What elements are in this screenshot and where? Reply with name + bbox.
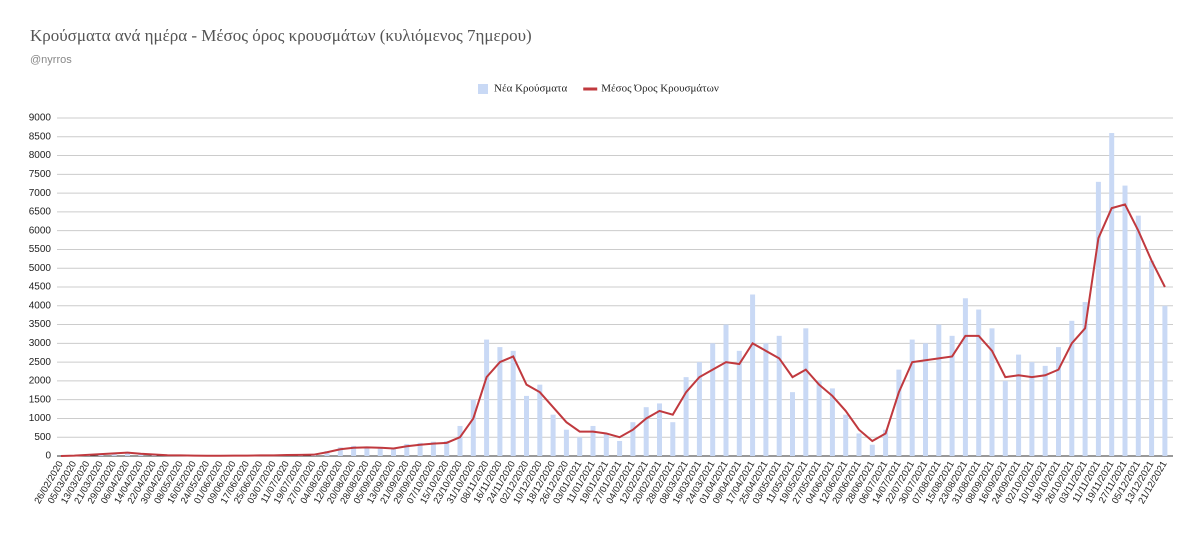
bar [550,414,556,456]
bar [736,350,742,456]
bar [537,384,543,456]
y-tick-label: 7000 [29,188,52,199]
bar [923,343,928,456]
bar [1056,347,1061,456]
bar [457,425,463,456]
y-tick-label: 4500 [29,282,52,293]
y-tick-label: 8500 [29,131,52,142]
bar [896,369,902,456]
chart-subtitle: @nyrros [30,54,72,66]
y-tick-label: 4000 [29,300,52,311]
bar [909,339,915,456]
y-tick-label: 6500 [29,207,52,218]
bar [337,447,343,456]
bar [843,414,849,456]
legend-label: Μέσος Όρος Κρουσμάτων [601,83,719,95]
bar [590,425,596,456]
legend-swatch [478,84,488,94]
bar [324,451,330,456]
bar [577,437,583,456]
bar [364,446,370,456]
bar [643,407,649,456]
bar [1029,362,1035,456]
bar [829,388,835,456]
legend: Νέα Κρούσματα Μέσος Όρος Κρουσμάτων [478,83,719,95]
chart-title: Κρούσματα ανά ημέρα - Μέσος όρος κρουσμά… [30,26,532,45]
bar [1002,380,1008,456]
bar [710,343,716,456]
bar [803,328,809,456]
legend-label: Νέα Κρούσματα [494,83,567,95]
y-tick-label: 6000 [29,225,52,236]
bar [404,443,410,456]
y-tick-label: 5000 [29,263,52,274]
bar [962,298,968,456]
bar [657,403,662,456]
y-tick-label: 1500 [29,394,52,405]
y-tick-label: 2500 [29,357,52,368]
bar [1135,215,1141,456]
bar [510,350,516,456]
bar [617,440,623,456]
bar [497,347,503,456]
y-tick-label: 500 [34,432,51,443]
bar [750,294,756,456]
y-tick-label: 2000 [29,376,52,387]
bar [470,399,476,456]
bar [1095,181,1101,456]
bar [670,422,676,456]
bar [936,324,942,456]
bar [351,445,357,456]
y-tick-label: 5500 [29,244,52,255]
y-tick-label: 3000 [29,338,52,349]
bar [816,380,822,456]
bar [430,441,436,456]
bar [869,444,875,456]
bar [949,335,955,456]
bar [696,362,702,456]
bar [989,328,995,456]
bar [763,343,769,456]
bar [1042,365,1048,456]
y-tick-label: 3500 [29,319,52,330]
line [60,203,1166,457]
bar [630,422,636,456]
bar [856,433,862,456]
bar [377,446,383,456]
bar [723,324,729,456]
y-tick-label: 8000 [29,150,52,161]
bar [125,451,130,456]
bar [976,309,982,456]
bar [683,377,689,456]
bar [391,447,396,456]
y-tick-label: 0 [45,451,51,462]
bar [1149,260,1155,456]
bar [1162,305,1168,456]
bar [484,339,490,456]
bar [1082,302,1088,456]
bar [1069,320,1075,456]
y-tick-label: 9000 [29,113,52,124]
y-tick-label: 1000 [29,413,52,424]
bar [1122,185,1128,456]
bar [563,429,569,456]
bar [1016,354,1022,456]
y-tick-label: 7500 [29,169,52,180]
bar [444,440,450,456]
bar [776,335,782,456]
bar [883,429,889,456]
bar [524,395,529,456]
bar [1109,133,1115,456]
bar [790,392,795,456]
bar [603,433,609,456]
bar [417,442,423,456]
